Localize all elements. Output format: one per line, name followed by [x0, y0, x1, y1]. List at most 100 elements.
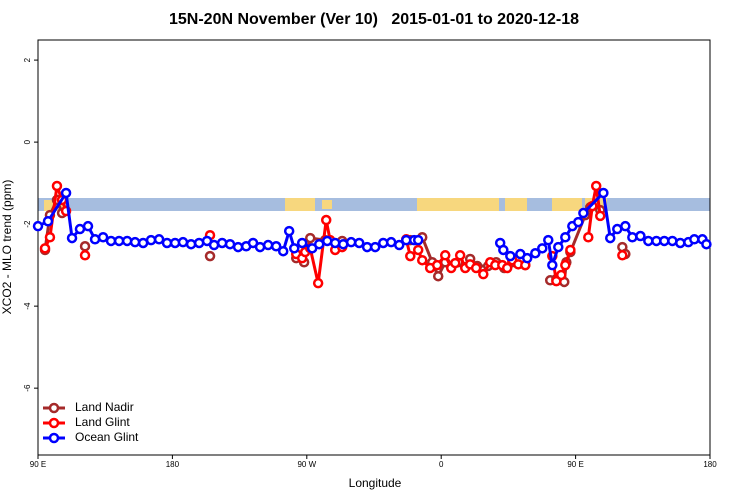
legend-label: Land Nadir: [75, 400, 134, 414]
data-point: [97, 231, 109, 243]
data-point: [416, 254, 428, 266]
land-patch: [417, 198, 499, 211]
data-point: [289, 243, 300, 254]
x-axis-label: Longitude: [349, 476, 402, 490]
data-point: [32, 220, 44, 232]
data-point: [505, 250, 516, 262]
data-point: [454, 250, 466, 261]
data-point: [312, 277, 324, 289]
ocean-band: [38, 198, 710, 211]
data-point: [498, 244, 509, 256]
data-point: [51, 180, 63, 192]
data-point: [153, 234, 165, 245]
x-tick-label: 180: [166, 460, 180, 469]
data-point: [635, 230, 646, 242]
data-point: [449, 257, 461, 269]
data-point: [560, 231, 571, 243]
data-point: [89, 234, 101, 245]
data-point: [701, 238, 712, 250]
data-point: [329, 237, 341, 249]
data-point: [369, 241, 381, 253]
data-point: [262, 239, 274, 251]
data-point: [553, 241, 564, 253]
y-axis-label: XCO2 - MLO trend (ppm): [0, 180, 14, 315]
legend-label: Ocean Glint: [75, 430, 139, 444]
data-point: [79, 241, 91, 252]
data-point: [304, 232, 316, 244]
data-point: [208, 239, 220, 251]
data-point: [313, 238, 325, 250]
data-point: [521, 252, 533, 264]
data-point: [82, 220, 94, 232]
data-point: [129, 236, 141, 248]
data-point: [66, 232, 78, 244]
data-point: [74, 223, 86, 235]
data-point: [216, 237, 228, 249]
land-patch: [505, 198, 527, 211]
data-point: [121, 235, 133, 247]
data-point: [598, 187, 609, 199]
data-point: [573, 216, 584, 228]
data-point: [530, 247, 541, 259]
y-tick-label: -6: [23, 384, 32, 392]
data-point: [270, 241, 282, 252]
legend-marker: [48, 432, 60, 444]
x-tick-label: 90 E: [30, 460, 46, 469]
map-strip: [38, 198, 710, 211]
data-point: [296, 237, 308, 249]
data-point: [643, 235, 654, 247]
data-point: [620, 220, 631, 232]
data-point: [594, 210, 606, 222]
data-point: [161, 237, 173, 249]
data-point: [42, 216, 54, 227]
data-point: [604, 232, 616, 244]
data-point: [617, 250, 628, 261]
data-point: [393, 239, 405, 251]
data-point: [560, 259, 571, 271]
data-point: [39, 243, 51, 254]
y-tick-label: 2: [23, 57, 32, 62]
land-patch: [285, 198, 315, 211]
data-point: [361, 241, 373, 253]
y-tick-label: -2: [23, 220, 32, 228]
data-point: [345, 236, 357, 248]
data-point: [204, 250, 216, 262]
data-point: [60, 187, 72, 199]
data-point: [501, 262, 513, 274]
data-point: [675, 237, 686, 249]
data-point: [44, 231, 56, 243]
data-point: [583, 231, 594, 243]
land-patch: [322, 200, 332, 209]
x-tick-label: 90 W: [297, 460, 316, 469]
data-point: [439, 250, 451, 261]
series: [39, 180, 628, 289]
data-point: [470, 262, 482, 274]
data-point: [565, 244, 576, 256]
data-point: [224, 238, 236, 250]
data-point: [432, 270, 444, 282]
data-point: [277, 245, 289, 257]
data-point: [556, 269, 567, 281]
land-patch: [552, 198, 582, 211]
data-point: [689, 234, 700, 245]
x-tick-label: 90 E: [567, 460, 583, 469]
data-point: [412, 234, 424, 246]
data-point: [659, 235, 670, 247]
data-point: [590, 180, 602, 192]
data-point: [431, 259, 443, 271]
x-tick-label: 0: [439, 460, 444, 469]
series-line: [586, 185, 602, 238]
data-point: [145, 234, 157, 246]
series: [32, 187, 712, 271]
data-point: [478, 268, 489, 280]
data-point: [547, 259, 558, 271]
data-point: [254, 241, 266, 253]
data-point: [412, 244, 424, 256]
data-point: [113, 235, 125, 247]
data-point: [385, 236, 397, 248]
x-tick-label: 180: [703, 460, 717, 469]
data-point: [177, 236, 189, 248]
data-point: [105, 235, 117, 247]
